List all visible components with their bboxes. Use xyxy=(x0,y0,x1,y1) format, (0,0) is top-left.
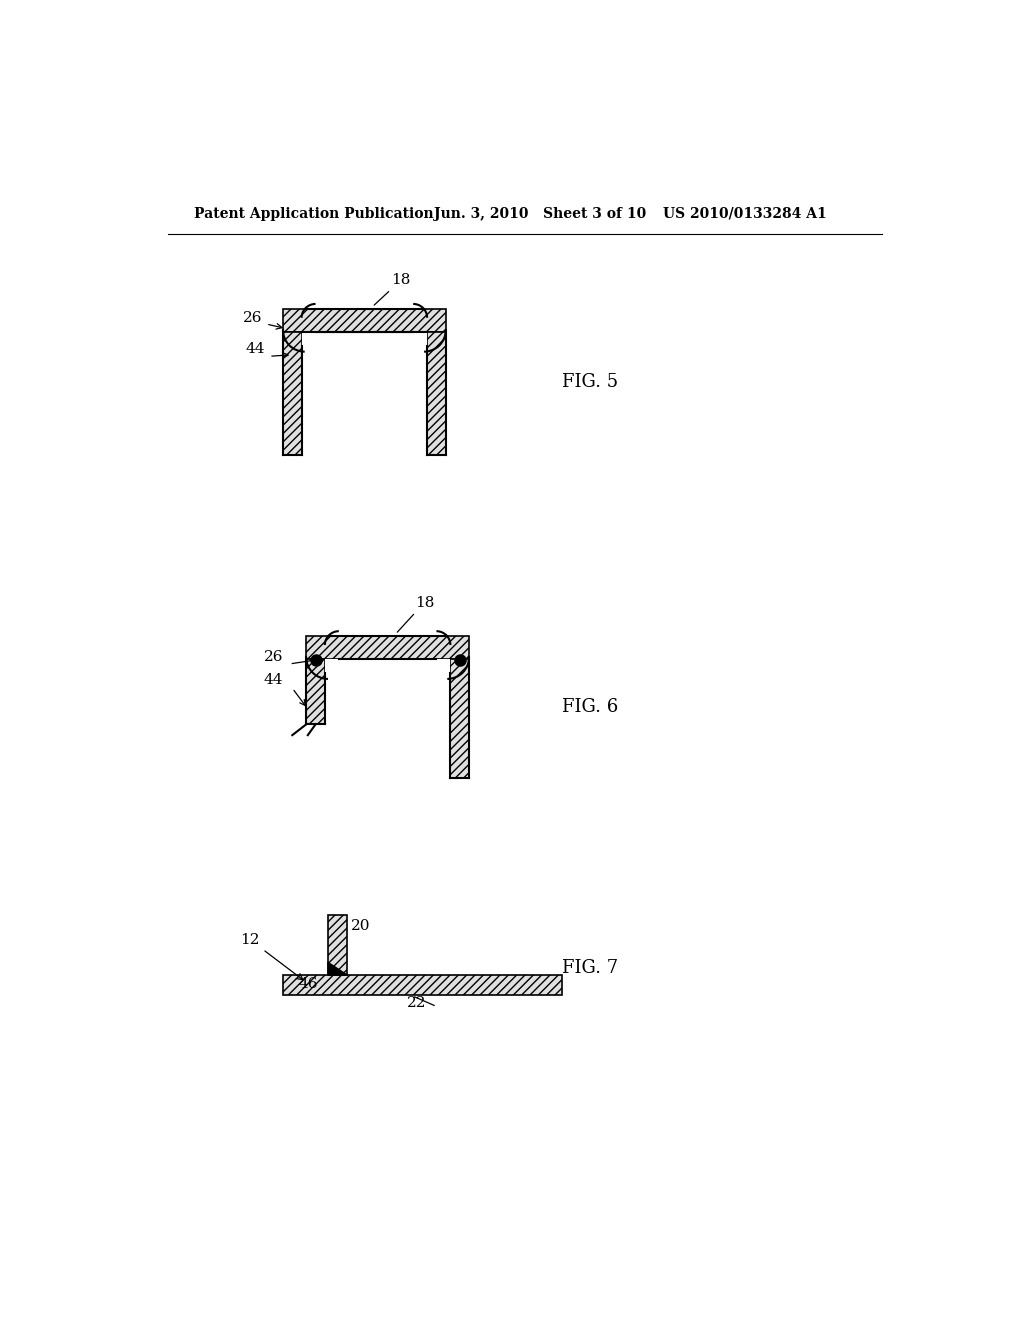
Bar xyxy=(451,659,469,779)
Text: 44: 44 xyxy=(263,673,283,686)
Text: 46: 46 xyxy=(299,977,318,991)
Text: US 2010/0133284 A1: US 2010/0133284 A1 xyxy=(663,207,826,220)
Text: 44: 44 xyxy=(246,342,265,356)
Text: FIG. 7: FIG. 7 xyxy=(562,958,618,977)
Polygon shape xyxy=(328,962,346,974)
Bar xyxy=(325,659,451,779)
Text: Jun. 3, 2010   Sheet 3 of 10: Jun. 3, 2010 Sheet 3 of 10 xyxy=(434,207,646,220)
Text: 22: 22 xyxy=(407,995,427,1010)
Text: FIG. 5: FIG. 5 xyxy=(562,372,618,391)
Text: 18: 18 xyxy=(374,273,411,305)
Bar xyxy=(427,331,445,455)
Text: 20: 20 xyxy=(351,919,371,933)
Text: 12: 12 xyxy=(241,933,303,979)
Bar xyxy=(306,659,325,725)
Bar xyxy=(328,915,346,974)
Text: 26: 26 xyxy=(243,312,262,326)
Bar xyxy=(302,331,427,455)
Bar xyxy=(283,974,562,995)
Bar xyxy=(283,309,445,331)
Text: FIG. 6: FIG. 6 xyxy=(562,698,618,715)
Bar xyxy=(306,636,469,659)
Text: Patent Application Publication: Patent Application Publication xyxy=(194,207,433,220)
Text: 18: 18 xyxy=(397,595,434,632)
Text: 26: 26 xyxy=(263,651,283,664)
Bar xyxy=(283,331,302,455)
